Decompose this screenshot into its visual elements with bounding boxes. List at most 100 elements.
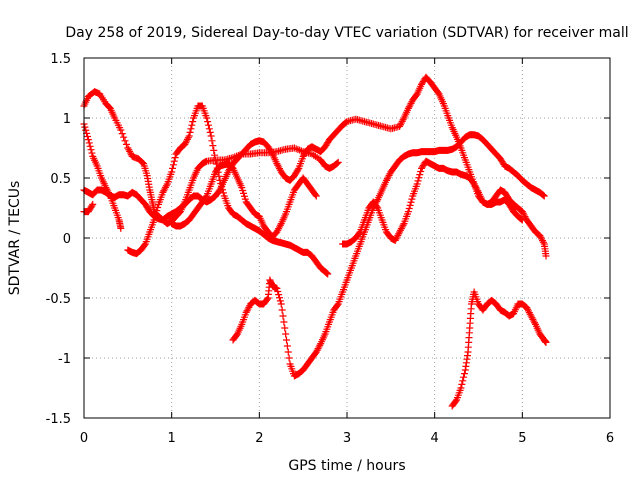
x-tick-label: 1 [168,431,176,446]
data-point [212,156,219,164]
data-point [417,168,425,176]
data-point [276,297,284,305]
data-point [184,134,192,142]
data-point [404,208,412,216]
data-point [140,241,148,249]
data-point [117,126,125,134]
data-point [275,294,283,302]
data-point [334,158,342,166]
data-point [151,213,159,221]
data-point [210,146,218,154]
data-point [188,121,196,129]
data-point [416,171,424,179]
data-point [542,252,550,260]
data-point [154,204,162,212]
data-point [162,182,170,190]
data-point [89,200,97,208]
data-point [316,341,324,349]
data-point [414,177,422,185]
x-tick-label: 5 [518,431,526,446]
data-point [219,186,227,194]
data-point [150,216,158,224]
x-tick-label: 0 [80,431,88,446]
data-point [169,164,177,172]
data-point [207,132,215,140]
data-point [333,301,341,309]
data-point [120,133,128,141]
data-point [278,306,286,314]
x-tick-label: 2 [255,431,263,446]
data-point [152,210,160,218]
y-tick-label: 1 [63,112,71,127]
data-point [204,118,212,126]
data-point [121,137,129,145]
data-point [311,191,319,199]
data-point [86,142,94,150]
data-point [85,139,93,147]
data-point [277,300,285,308]
data-point [187,125,195,133]
x-tick-label: 6 [606,431,614,446]
data-point [405,204,413,212]
data-point [460,373,468,381]
data-point [84,136,92,144]
data-point [88,149,96,157]
data-point [407,198,415,206]
data-point [189,118,197,126]
data-point [399,221,407,229]
data-point [539,191,547,199]
data-point [542,338,550,346]
tick-labels: 0 1 2 3 4 5 6 -1.5 -1 -0.5 0 0.5 1 1.5 [46,52,615,446]
y-tick-label: 0 [63,232,71,247]
x-tick-label: 4 [431,431,439,446]
x-tick-label: 3 [343,431,351,446]
data-point [203,114,211,122]
data-point [209,142,217,150]
x-axis-label: GPS time / hours [288,458,405,474]
data-point [87,146,95,154]
y-tick-label: -0.5 [46,292,71,307]
data-point [539,238,547,246]
data-point [117,224,125,232]
data-point [333,159,341,167]
data-point [312,192,320,200]
chart-title: Day 258 of 2019, Sidereal Day-to-day VTE… [65,25,628,41]
data-point [373,203,381,211]
data-point [202,193,210,201]
data-point [206,128,214,136]
y-tick-label: -1.5 [46,412,71,427]
data-point [294,166,302,174]
data-point [283,342,291,350]
grid [84,58,610,418]
data-point [118,130,126,138]
data-point [408,195,416,203]
data-point [218,183,226,191]
data-point [413,180,421,188]
data-point [84,132,92,140]
data-point [474,187,482,195]
data-point [205,125,213,133]
data-point [169,161,177,169]
data-point [283,336,291,344]
data-point [452,397,460,405]
data-point [88,202,96,210]
data-point [217,180,225,188]
data-point [459,377,467,385]
y-axis-label: SDTVAR / TECUs [7,181,23,296]
data-point [279,312,287,320]
data-point [208,137,216,145]
data-point [81,123,89,131]
y-tick-label: -1 [58,352,71,367]
data-point [186,128,194,136]
plot-frame [83,57,611,419]
data-point [274,288,282,296]
data-point [531,319,539,327]
data-point [168,168,176,176]
data-point [324,270,332,278]
data-points [80,73,550,410]
data-point [263,295,271,303]
data-point [282,330,290,338]
data-point [275,291,283,299]
data-point [285,354,293,362]
data-point [211,151,219,159]
